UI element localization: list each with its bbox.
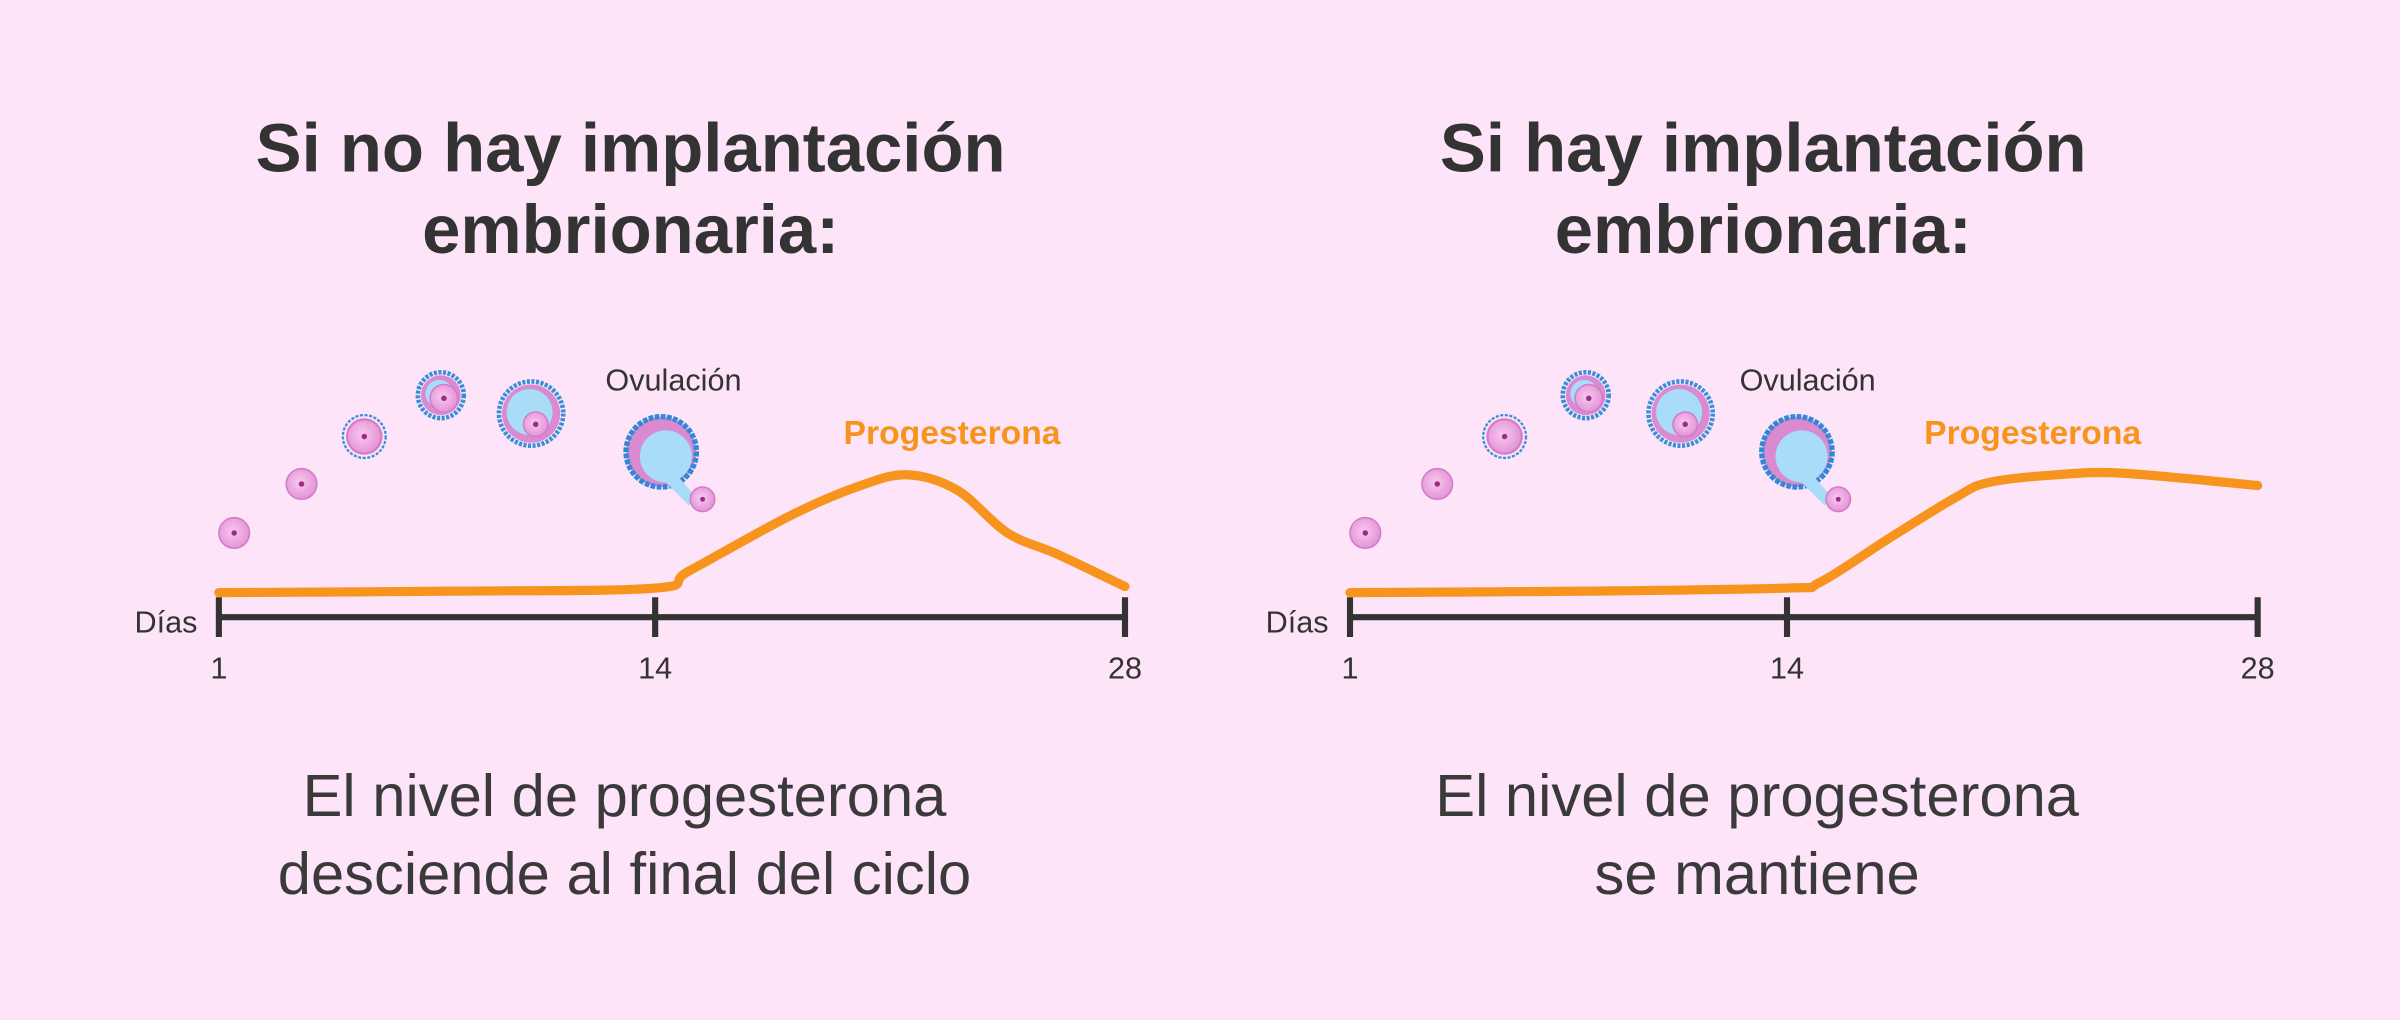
title-line-1: Si hay implantación xyxy=(1440,110,2087,187)
follicle-icon xyxy=(1421,467,1454,501)
x-tick-label: 1 xyxy=(1341,651,1358,685)
follicle-icon xyxy=(1646,379,1716,449)
caption-line-1: El nivel de progesterona xyxy=(303,762,948,829)
progesterone-curve xyxy=(1345,467,2263,598)
follicle-icon xyxy=(1560,369,1611,421)
x-tick-label: 28 xyxy=(2241,651,2275,685)
title-line-2: embrionaria: xyxy=(422,191,839,268)
caption-line-1: El nivel de progesterona xyxy=(1435,762,2080,829)
ruptured-follicle-icon xyxy=(1759,413,1835,506)
egg-cell-icon xyxy=(1825,486,1852,513)
progesterone-label: Progesterona xyxy=(844,415,1061,452)
x-tick-label: 1 xyxy=(210,651,227,685)
x-tick-label: 28 xyxy=(1108,651,1142,685)
follicle-icon xyxy=(1349,516,1382,550)
ovulation-label: Ovulación xyxy=(605,364,741,398)
follicle-icon xyxy=(341,413,387,460)
caption-line-2: desciende al final del ciclo xyxy=(278,840,971,907)
follicle-icon xyxy=(218,516,251,550)
ruptured-follicle-icon xyxy=(623,413,700,506)
axis-label-days: Días xyxy=(134,605,197,639)
ovulation-label: Ovulación xyxy=(1740,364,1876,398)
axis-label-days: Días xyxy=(1266,605,1329,639)
follicle-icon xyxy=(285,467,318,501)
egg-cell-icon xyxy=(689,486,716,513)
x-tick-label: 14 xyxy=(1770,651,1804,685)
title-line-2: embrionaria: xyxy=(1555,191,1972,268)
title-line-1: Si no hay implantación xyxy=(256,110,1006,187)
x-tick-label: 14 xyxy=(638,651,672,685)
caption-line-2: se mantiene xyxy=(1595,840,1920,907)
follicle-icon xyxy=(415,369,467,421)
follicle-icon xyxy=(1482,413,1528,460)
progesterone-curve xyxy=(214,470,1130,598)
follicle-icon xyxy=(496,379,566,449)
progesterone-label: Progesterona xyxy=(1924,415,2141,452)
